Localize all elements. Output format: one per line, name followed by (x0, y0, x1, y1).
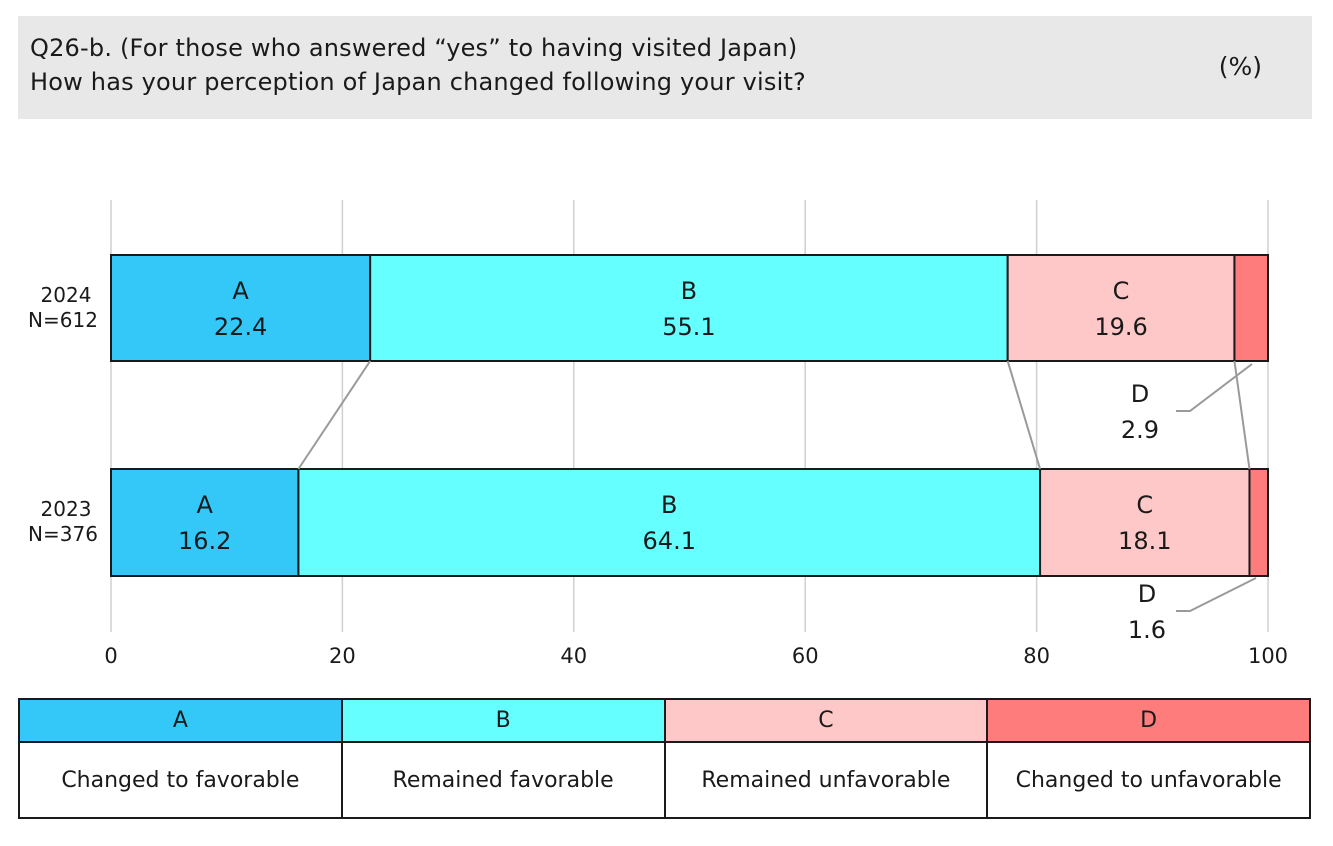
question-header: Q26-b. (For those who answered “yes” to … (18, 16, 1312, 119)
segment-letter: B (661, 491, 677, 519)
x-tick-label: 40 (560, 644, 587, 668)
data-label: 22.4 (214, 313, 267, 341)
data-label: 16.2 (178, 527, 231, 555)
bar-segment-d (1233, 254, 1270, 362)
data-label: 1.6 (1128, 616, 1166, 644)
legend-table: A Changed to favorable B Remained favora… (18, 698, 1311, 819)
x-tick-label: 20 (329, 644, 356, 668)
row-label-year: 2023 (41, 497, 92, 521)
data-label: 64.1 (643, 527, 696, 555)
segment-letter: C (1113, 277, 1130, 305)
bar-segment-d (1248, 468, 1270, 577)
legend-key-a: A (20, 700, 341, 743)
legend-column-d: D Changed to unfavorable (988, 700, 1309, 817)
bar-segment-a (110, 254, 372, 362)
legend-label-b: Remained favorable (392, 767, 614, 793)
callout-leader-line (1176, 577, 1257, 612)
legend-column-b: B Remained favorable (342, 700, 666, 817)
data-label: 19.6 (1094, 313, 1147, 341)
question-line-1: Q26-b. (For those who answered “yes” to … (30, 34, 798, 62)
connector-line (1233, 360, 1251, 470)
data-label: 2.9 (1121, 416, 1159, 444)
segment-letter: D (1131, 380, 1149, 408)
row-label-n: N=612 (28, 308, 98, 332)
x-tick-label: 80 (1023, 644, 1050, 668)
bar-segment-b (297, 468, 1042, 577)
bar-segment-a (110, 468, 300, 577)
data-label: 18.1 (1118, 527, 1171, 555)
x-tick-label: 100 (1248, 644, 1288, 668)
question-line-2: How has your perception of Japan changed… (30, 68, 806, 96)
segment-letter: C (1136, 491, 1153, 519)
segment-letter: D (1138, 580, 1156, 608)
x-tick-label: 0 (104, 644, 117, 668)
legend-label-a: Changed to favorable (61, 767, 300, 793)
legend-key-b: B (342, 700, 664, 743)
row-label-year: 2024 (41, 283, 92, 307)
segment-letter: A (197, 491, 214, 519)
bar-segment-c (1006, 254, 1236, 362)
legend-key-c: C (665, 700, 987, 743)
legend-label-c: Remained unfavorable (701, 767, 951, 793)
bar-segment-c (1039, 468, 1251, 577)
unit-label: (%) (1218, 52, 1262, 81)
legend-column-c: C Remained unfavorable (665, 700, 989, 817)
callout-leader-line (1176, 363, 1253, 412)
data-label: 55.1 (662, 313, 715, 341)
segment-letter: A (232, 277, 249, 305)
legend-label-d: Changed to unfavorable (1015, 767, 1282, 793)
bar-segment-b (369, 254, 1009, 362)
connector-line (1006, 360, 1042, 470)
legend-column-a: A Changed to favorable (20, 700, 343, 817)
x-tick-label: 60 (792, 644, 819, 668)
segment-letter: B (681, 277, 697, 305)
legend-key-d: D (988, 700, 1309, 743)
connector-line (297, 360, 372, 470)
row-label-n: N=376 (28, 522, 98, 546)
